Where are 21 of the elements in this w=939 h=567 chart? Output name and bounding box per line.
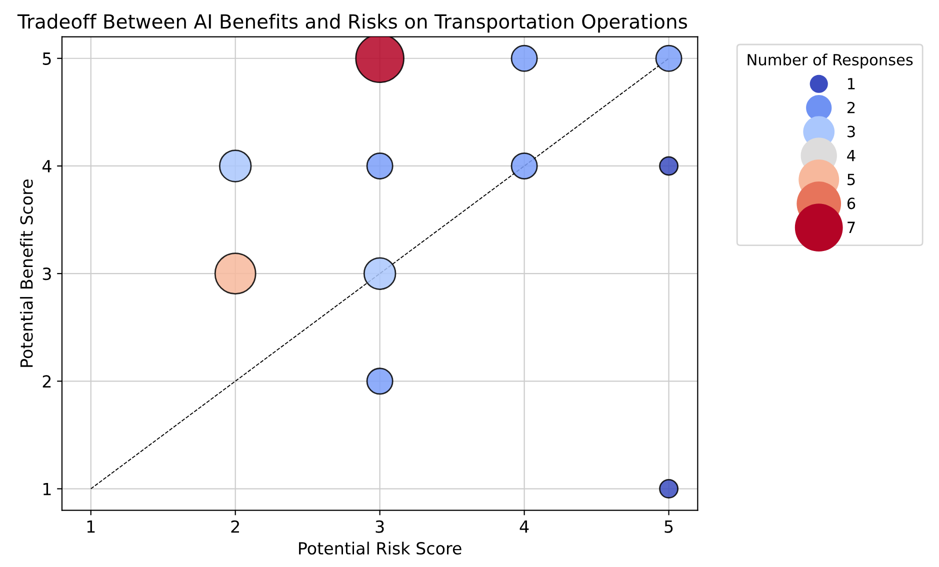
legend-label: 5 bbox=[848, 174, 855, 186]
legend-label: 6 bbox=[847, 198, 856, 210]
x-tick-label: 1 bbox=[87, 520, 95, 533]
y-tick-label: 1 bbox=[43, 482, 51, 496]
legend-label: 1 bbox=[848, 78, 855, 90]
legend-label: 4 bbox=[847, 150, 856, 162]
legend-label: 7 bbox=[848, 222, 855, 233]
x-tick-label: 2 bbox=[231, 520, 239, 533]
y-tick-label: 5 bbox=[42, 52, 51, 65]
legend-label: 2 bbox=[847, 102, 855, 114]
chart-title: Tradeoff Between AI Benefits and Risks on Transportation Operations bbox=[17, 14, 688, 33]
legend-title: Number of Responses bbox=[748, 54, 913, 68]
x-axis-title: Potential Risk Score bbox=[299, 542, 462, 555]
x-tick-label: 3 bbox=[376, 520, 384, 533]
y-tick-label: 2 bbox=[42, 375, 51, 388]
x-tick-label: 4 bbox=[520, 520, 529, 533]
y-tick-label: 3 bbox=[42, 268, 51, 280]
x-tick-label: 5 bbox=[664, 520, 673, 533]
legend-label: 3 bbox=[848, 126, 855, 138]
y-tick-label: 4 bbox=[42, 160, 52, 172]
y-axis-title: Potential Benefit Score bbox=[20, 180, 33, 367]
